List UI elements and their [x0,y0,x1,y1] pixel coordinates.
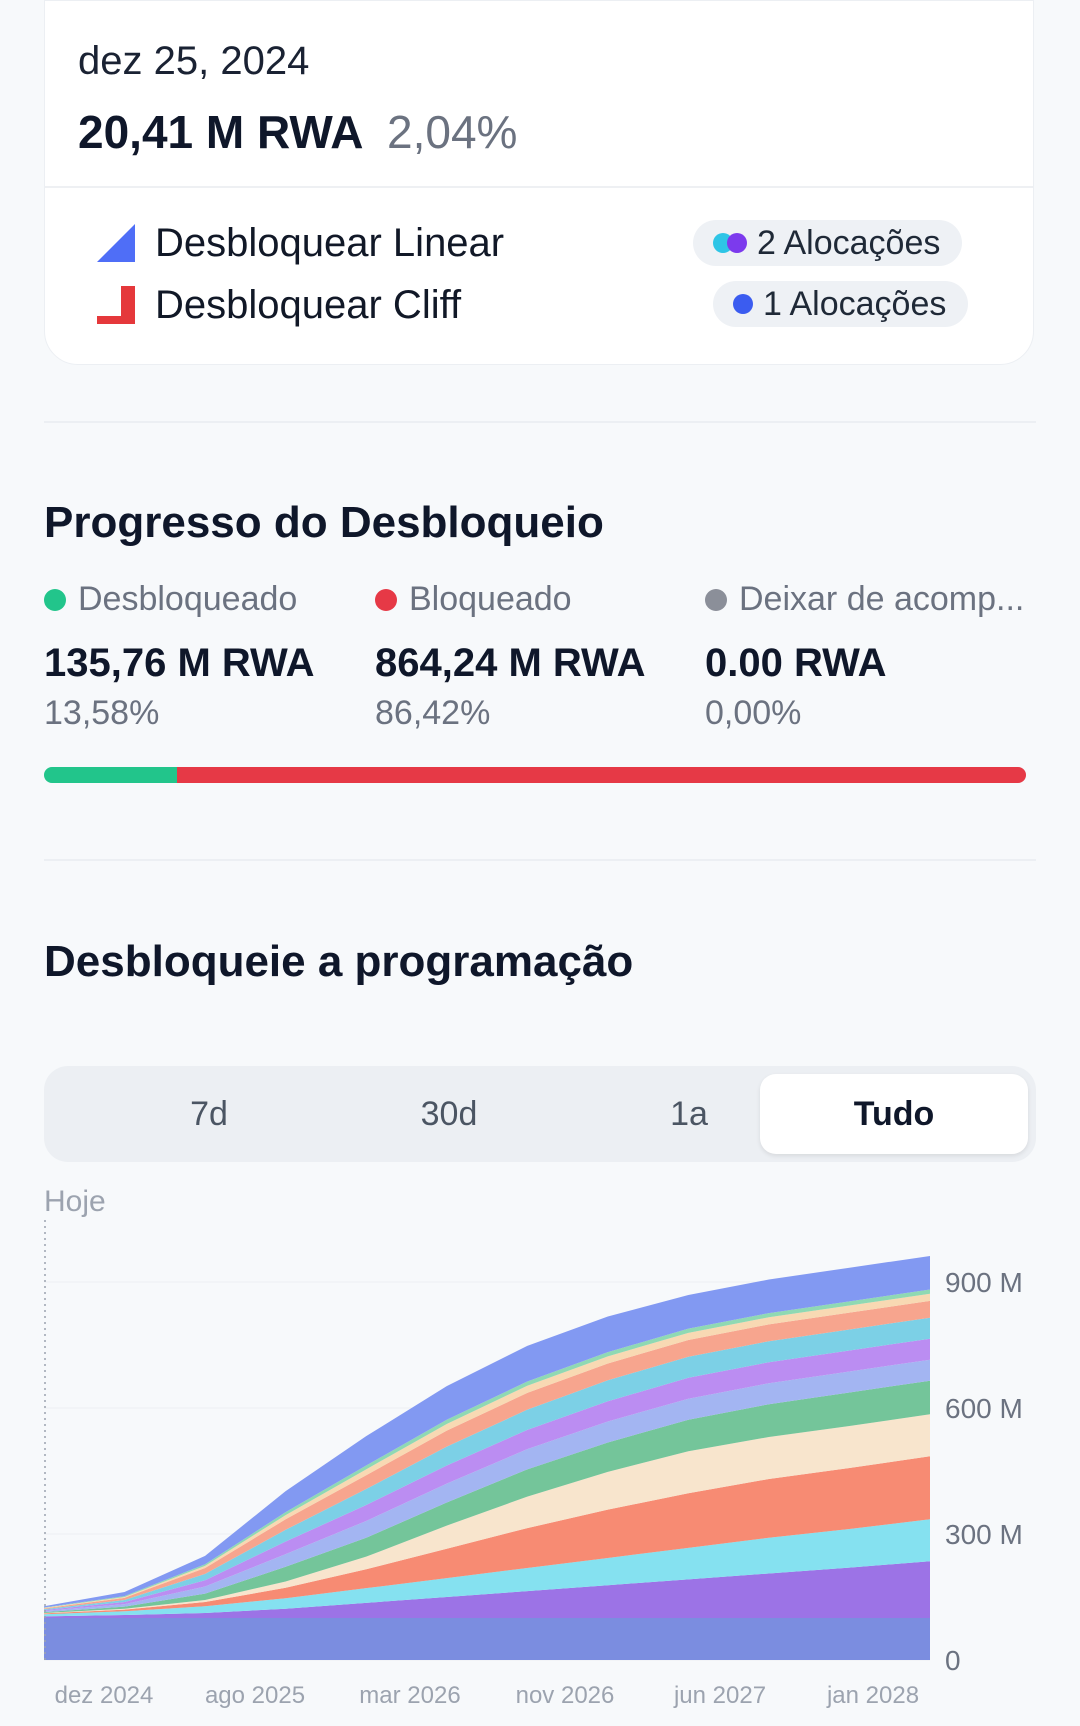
area-series-10 [44,1293,930,1609]
area-series-7 [44,1338,930,1611]
area-series-12 [44,1255,930,1608]
area-series-4 [44,1414,930,1614]
x-tick-label: dez 2024 [55,1682,154,1709]
y-tick-label: 600 M [945,1393,1023,1424]
locked-percent: 86,42% [375,694,491,732]
summary-card: dez 25, 2024 20,41 M RWA 2,04% Desbloque… [44,0,1034,365]
tab-1a[interactable]: 1a [670,1094,708,1133]
untracked-dot [705,588,727,611]
area-series-6 [44,1359,930,1613]
area-series-2 [44,1519,930,1617]
stat-unlocked: Desbloqueado 135,76 M RWA 13,58% [44,580,364,733]
today-label: Hoje [44,1185,106,1218]
linear-allocations-label: 2 Alocações [757,223,941,262]
range-tabs: 7d 30d 1a Tudo [44,1066,1036,1162]
unlock-progress-bar [44,767,1026,783]
unlocked-percent: 13,58% [44,694,160,732]
tab-7d[interactable]: 7d [190,1094,228,1133]
y-tick-label: 900 M [945,1267,1023,1298]
unlocked-dot [44,588,66,611]
allocation-dot-blue [733,294,753,314]
x-tick-label: jan 2028 [826,1682,919,1709]
legend-linear-label: Desbloquear Linear [155,220,505,265]
cliff-allocations-label: 1 Alocações [763,284,947,323]
locked-label: Bloqueado [409,580,572,618]
area-series-9 [44,1300,930,1610]
legend-cliff: Desbloquear Cliff [97,283,461,327]
x-tick-label: mar 2026 [359,1682,460,1709]
x-tick-label: jun 2027 [673,1682,766,1709]
legend-cliff-label: Desbloquear Cliff [155,282,462,327]
x-tick-label: nov 2026 [516,1682,615,1709]
cliff-allocations-pill[interactable]: 1 Alocações [713,281,969,327]
linear-allocations-pill[interactable]: 2 Alocações [693,220,963,266]
tab-tudo[interactable]: Tudo [760,1074,1028,1154]
locked-value: 864,24 M RWA [375,641,646,685]
stat-locked: Bloqueado 864,24 M RWA 86,42% [375,580,695,733]
area-series-1 [44,1561,930,1618]
area-series-8 [44,1317,930,1611]
allocation-dot-purple [727,233,747,253]
summary-date: dez 25, 2024 [78,39,310,83]
progress-locked-segment [177,767,1026,783]
stat-untracked: Deixar de acomp... 0.00 RWA 0,00% [705,580,1025,733]
y-tick-label: 300 M [945,1519,1023,1550]
section-divider [44,859,1036,861]
schedule-title: Desbloqueie a programação [44,937,634,986]
cliff-unlock-icon [97,286,135,324]
untracked-label: Deixar de acomp... [739,580,1025,618]
area-series-0 [44,1618,930,1660]
y-tick-label: 0 [945,1645,961,1676]
progress-title: Progresso do Desbloqueio [44,498,604,547]
section-divider [44,421,1036,423]
area-series-5 [44,1380,930,1613]
area-series-3 [44,1456,930,1615]
unlock-schedule-chart: 0 300 M 600 M 900 M dez 2024 ago 2025 mar 2026… [44,1220,1023,1709]
locked-dot [375,588,397,611]
card-divider [45,186,1033,188]
unlocked-value: 135,76 M RWA [44,641,315,685]
x-tick-label: ago 2025 [205,1682,305,1709]
untracked-value: 0.00 RWA [705,641,887,685]
unlocked-label: Desbloqueado [78,580,298,618]
tab-30d[interactable]: 30d [420,1094,478,1133]
linear-unlock-icon [97,224,135,262]
summary-percent: 2,04% [387,106,518,158]
summary-amount: 20,41 M RWA [78,106,364,158]
legend-linear: Desbloquear Linear [97,221,504,265]
progress-unlocked-segment [44,767,178,783]
untracked-percent: 0,00% [705,694,802,732]
